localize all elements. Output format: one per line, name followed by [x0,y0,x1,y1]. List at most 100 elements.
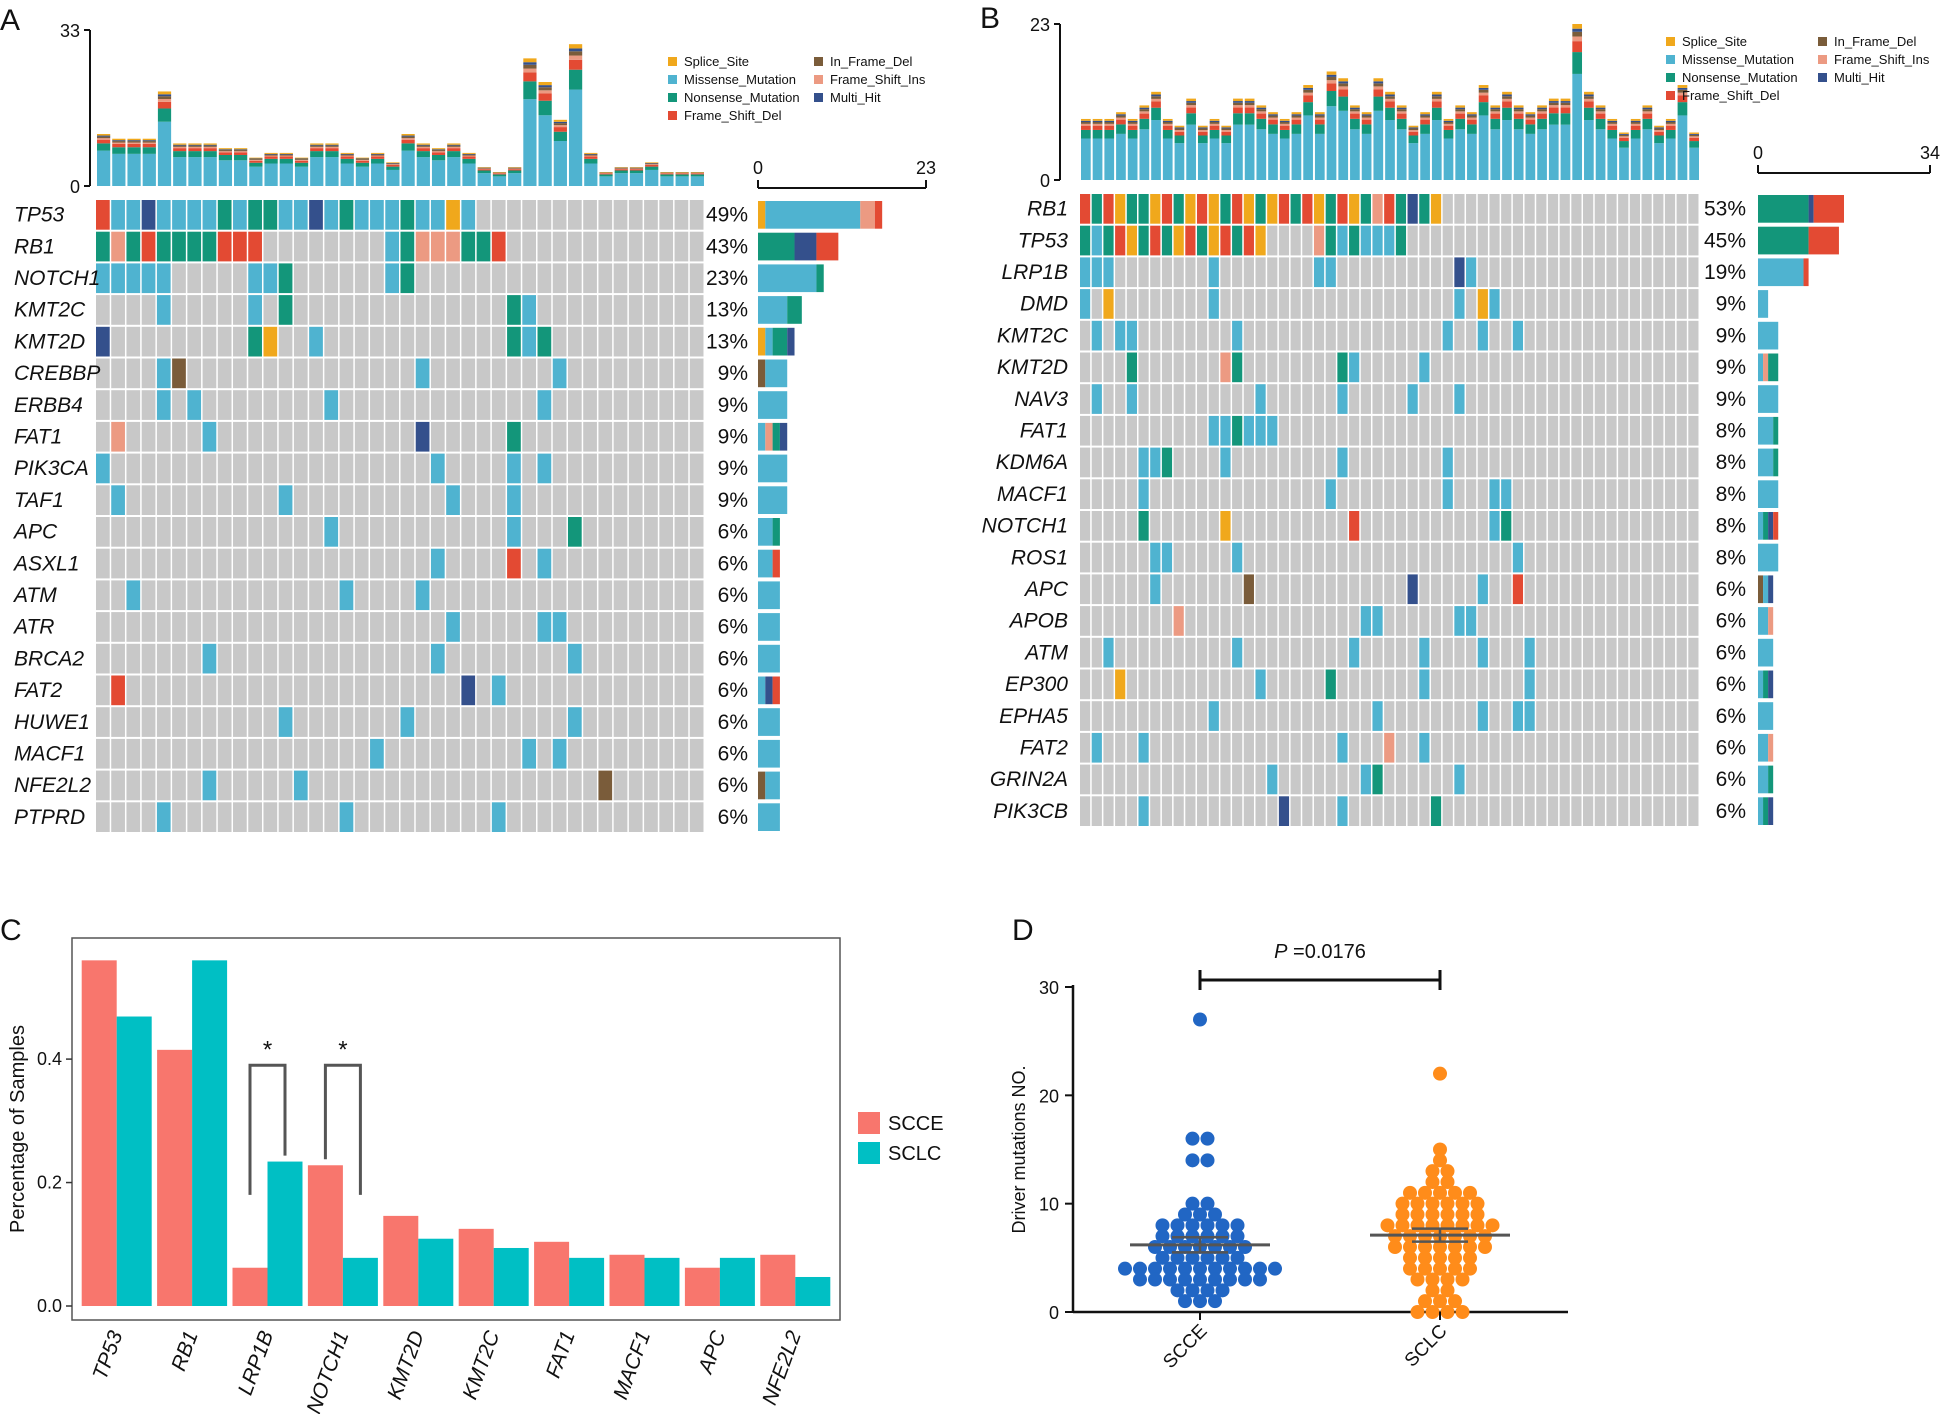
tmb-bar-segment [1385,101,1395,108]
mutation-cell [1267,194,1278,224]
empty-cell [1325,511,1336,541]
empty-cell [202,263,217,294]
empty-cell [430,390,445,420]
legend-label: Multi_Hit [1834,70,1885,85]
tmb-bar-segment [1373,96,1384,111]
empty-cell [1372,574,1383,605]
empty-cell [1313,447,1325,478]
empty-cell [1103,479,1114,509]
empty-cell [1618,352,1629,383]
empty-cell [1126,289,1137,319]
empty-cell [628,453,643,484]
tmb-bar-segment [614,169,628,171]
tmb-bar-segment [279,158,293,164]
empty-cell [248,548,262,579]
mutation-cell [263,326,278,357]
empty-cell [628,517,643,547]
empty-cell [415,485,430,515]
gene-bar-segment [758,327,766,356]
tmb-bar-segment [1279,129,1290,139]
empty-cell [476,612,491,642]
empty-cell [659,770,674,801]
empty-cell [522,453,537,484]
gene-percent: 9% [718,457,748,480]
tmb-bar-segment [1467,114,1477,116]
mutation-cell [507,326,521,357]
empty-cell [370,421,384,452]
empty-cell [1618,796,1629,826]
empty-cell [1676,257,1687,288]
empty-cell [613,326,628,357]
empty-cell [461,707,476,737]
empty-cell [370,390,384,420]
empty-cell [1115,574,1126,605]
empty-cell [644,390,658,420]
tmb-bar-segment [492,176,507,186]
empty-cell [567,453,582,484]
empty-cell [1664,542,1676,573]
tmb-bar-segment [1221,131,1232,136]
empty-cell [339,707,354,737]
tmb-bar-segment [1548,102,1559,106]
tmb-bar-segment [371,163,385,186]
empty-cell [552,707,567,737]
mutation-cell [1208,225,1219,256]
empty-cell [172,612,186,642]
empty-cell [187,770,202,801]
empty-cell [674,770,689,801]
empty-cell [1477,225,1488,256]
empty-cell [507,802,521,832]
mutation-cell [1255,415,1266,446]
empty-cell [644,738,658,769]
empty-cell [1360,669,1371,700]
tmb-bar-segment [1268,133,1278,180]
empty-cell [689,612,704,642]
empty-cell [1232,511,1243,541]
empty-cell [1606,796,1617,826]
empty-cell [126,421,141,452]
empty-cell [461,358,476,389]
empty-cell [217,675,232,706]
empty-cell [309,707,323,737]
empty-cell [491,643,506,674]
tmb-bar-segment [1127,138,1138,180]
empty-cell [1349,701,1360,731]
empty-cell [370,770,384,801]
bar-sclc [192,960,228,1306]
empty-cell [567,326,582,357]
empty-cell [1512,415,1524,446]
empty-cell [552,200,567,230]
empty-cell [156,707,171,737]
empty-cell [1688,289,1699,319]
empty-cell [1430,732,1442,763]
gene-label: FAT1 [1020,419,1068,442]
tmb-bar-segment [1502,120,1512,180]
empty-cell [339,517,354,547]
tmb-bar-segment [340,152,354,154]
tmb-bar-segment [355,162,370,167]
empty-cell [248,738,262,769]
empty-cell [324,421,339,452]
mutation-cell [430,200,445,230]
empty-cell [1325,289,1336,319]
mutation-cell [461,675,476,706]
empty-cell [1091,574,1102,605]
empty-cell [415,517,430,547]
empty-cell [1606,320,1617,351]
tmb-bar-segment [1244,98,1255,102]
tmb-bar-segment [340,153,354,155]
gene-percent: 8% [1716,546,1746,569]
empty-cell [1349,606,1360,636]
gene-percent: 9% [718,425,748,448]
empty-cell [1547,511,1559,541]
empty-cell [644,200,658,230]
empty-cell [1641,352,1652,383]
empty-cell [1430,574,1442,605]
empty-cell [354,612,369,642]
empty-cell [446,548,460,579]
tmb-bar-segment [1116,119,1126,125]
empty-cell [1559,732,1570,763]
data-point-sclc [1418,1185,1432,1200]
empty-cell [278,517,293,547]
empty-cell [293,295,308,325]
